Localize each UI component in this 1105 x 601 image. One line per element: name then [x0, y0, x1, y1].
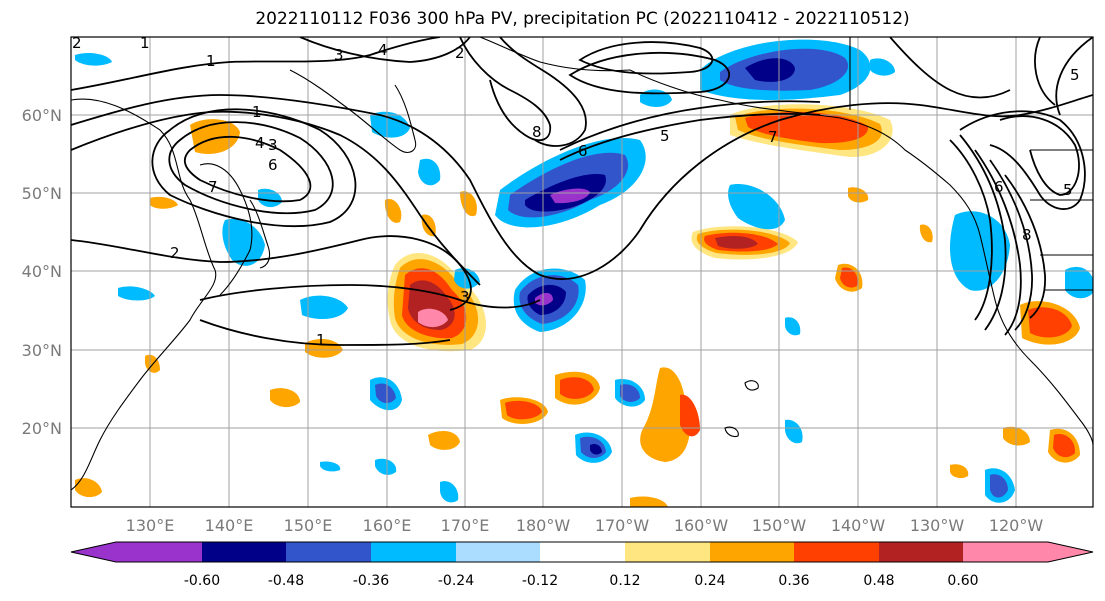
lon-label: 130°E — [126, 516, 175, 535]
contour-label: 8 — [1022, 226, 1032, 244]
colorbar-swatch — [286, 542, 371, 562]
colorbar-swatch — [116, 542, 202, 562]
lon-label: 140°W — [831, 516, 886, 535]
colorbar-swatch — [879, 542, 963, 562]
map-border — [70, 36, 1094, 508]
colorbar-outline — [70, 541, 1094, 563]
colorbar-swatch — [963, 542, 1048, 562]
lon-label: 160°E — [363, 516, 412, 535]
contour-label: 3 — [460, 288, 470, 306]
map-title: 2022110112 F036 300 hPa PV, precipitatio… — [255, 9, 910, 29]
colorbar-ticks: -0.60 -0.48 -0.36 -0.24 -0.12 0.12 0.24 … — [184, 573, 979, 589]
lon-label: 160°W — [674, 516, 729, 535]
contour-label: 7 — [768, 128, 778, 146]
lon-label: 140°E — [205, 516, 254, 535]
colorbar-tick-label: 0.24 — [694, 573, 725, 589]
lat-label: 30°N — [22, 341, 62, 360]
lon-label: 130°W — [910, 516, 965, 535]
contour-label: 1 — [206, 52, 216, 70]
contour-label: 1 — [316, 331, 326, 349]
colorbar-swatch — [540, 542, 625, 562]
contour-label: 5 — [1063, 181, 1073, 199]
colorbar-tick-label: 0.60 — [947, 573, 978, 589]
gridlines — [71, 37, 1093, 507]
colorbar-arrow-left — [71, 542, 116, 562]
latitude-labels: 60°N 50°N 40°N 30°N 20°N — [22, 106, 62, 438]
colorbar-tick-label: 0.12 — [609, 573, 640, 589]
contour-label: 2 — [72, 34, 82, 52]
lat-label: 40°N — [22, 262, 62, 281]
contour-label: 6 — [268, 156, 278, 174]
colorbar-tick-label: -0.24 — [438, 573, 474, 589]
contour-label: 6 — [994, 178, 1004, 196]
lat-label: 60°N — [22, 106, 62, 125]
contour-label: 5 — [1070, 66, 1080, 84]
contour-label: 5 — [660, 127, 670, 145]
colorbar-swatch — [625, 542, 710, 562]
contour-label: 7 — [208, 178, 218, 196]
contour-label: 4 — [255, 134, 265, 152]
lon-label: 150°W — [752, 516, 807, 535]
colorbar-tick-label: -0.48 — [268, 573, 304, 589]
colorbar-swatch — [710, 542, 794, 562]
colorbar-arrow-right — [1048, 542, 1093, 562]
lon-label: 170°E — [441, 516, 490, 535]
colorbar-swatch — [202, 542, 286, 562]
contour-label: 2 — [170, 244, 180, 262]
lon-label: 170°W — [595, 516, 650, 535]
contour-label: 1 — [140, 34, 150, 52]
contour-label: 4 — [378, 41, 388, 59]
pv-contours — [71, 37, 1093, 346]
contour-label-group: 1 1 1 1 2 2 2 3 3 3 4 4 5 5 6 6 6 7 7 8 … — [72, 34, 1080, 349]
colorbar-tick-label: -0.36 — [353, 573, 389, 589]
contour-label: 2 — [455, 44, 465, 62]
colorbar-swatch — [371, 542, 456, 562]
colorbar-tick-label: -0.12 — [522, 573, 558, 589]
contour-label: 3 — [334, 46, 344, 64]
lat-label: 20°N — [22, 419, 62, 438]
map-area[interactable]: 1 1 1 1 2 2 2 3 3 3 4 4 5 5 6 6 6 7 7 8 … — [71, 34, 1095, 507]
colorbar-swatch — [456, 542, 540, 562]
colorbar-tick-label: 0.36 — [778, 573, 809, 589]
lon-label: 150°E — [284, 516, 333, 535]
lon-label: 120°W — [989, 516, 1044, 535]
colorbar-tick-label: -0.60 — [184, 573, 220, 589]
lon-label: 180°W — [516, 516, 571, 535]
colorbar-tick-label: 0.48 — [863, 573, 894, 589]
contour-label: 6 — [578, 142, 588, 160]
colorbar: -0.60 -0.48 -0.36 -0.24 -0.12 0.12 0.24 … — [70, 541, 1094, 589]
longitude-labels: 130°E 140°E 150°E 160°E 170°E 180°W 170°… — [126, 516, 1044, 535]
colorbar-swatch — [794, 542, 879, 562]
contour-label: 1 — [252, 103, 262, 121]
lat-label: 50°N — [22, 184, 62, 203]
contour-label: 8 — [532, 123, 542, 141]
precipitation-shading — [75, 39, 1093, 507]
contour-label: 3 — [268, 136, 278, 154]
